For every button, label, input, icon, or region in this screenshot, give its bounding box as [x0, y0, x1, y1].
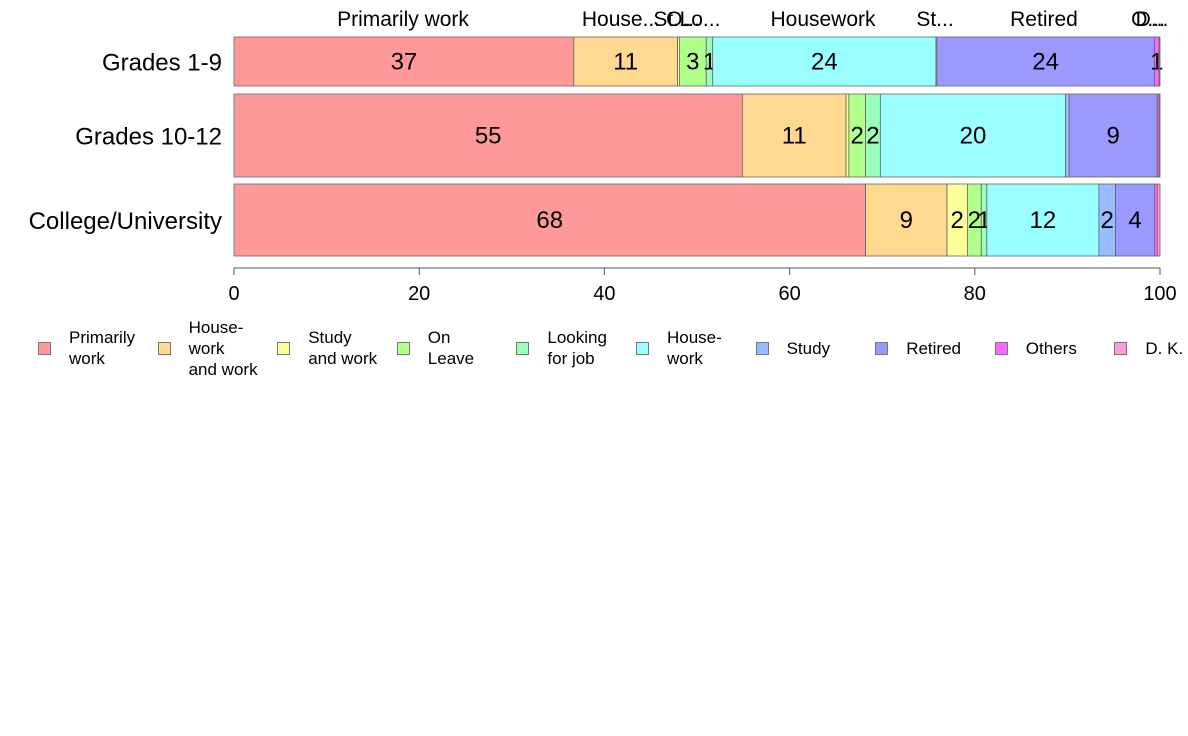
- data-label: 20: [960, 123, 987, 150]
- legend-swatch: [157, 342, 171, 355]
- data-label: 12: [1030, 207, 1057, 234]
- legend-swatch: [755, 342, 769, 355]
- top-segment-label: Primarily work: [337, 8, 469, 31]
- legend-label: On Leave: [427, 328, 475, 368]
- top-segment-label: O...: [1131, 8, 1165, 31]
- data-label: 37: [391, 49, 418, 76]
- top-segment-label: Lo...: [680, 8, 721, 31]
- data-label: 9: [1107, 123, 1120, 150]
- bar-segment: [1068, 93, 1158, 178]
- x-tick-label: 100: [1143, 283, 1176, 305]
- x-tick-label: 80: [964, 283, 986, 305]
- legend-swatch: [636, 342, 649, 355]
- x-tick-label: 40: [593, 283, 615, 305]
- data-label: 2: [866, 123, 879, 150]
- x-tick-label: 20: [408, 283, 430, 305]
- data-label: 2: [851, 123, 864, 150]
- bar-segment: [865, 183, 948, 257]
- legend-swatch: [38, 342, 51, 355]
- data-label: 9: [900, 207, 913, 234]
- x-tick-label: 0: [228, 283, 239, 305]
- legend-label: House- work and work: [188, 317, 258, 379]
- bar-segment: [1065, 93, 1070, 178]
- legend-swatch: [1114, 342, 1128, 355]
- bar-segment: [986, 183, 1100, 257]
- data-label: 2: [1101, 207, 1114, 234]
- bar-segment: [233, 93, 743, 178]
- bar-segment: [936, 36, 1155, 87]
- data-label: 68: [536, 207, 563, 234]
- category-label: Grades 1-9: [102, 50, 222, 77]
- bar-segment: [1115, 183, 1155, 257]
- top-segment-label: Retired: [1010, 8, 1078, 31]
- legend-label: Others: [1025, 338, 1077, 358]
- bar-segment: [1158, 93, 1161, 178]
- top-segment-label: Housework: [770, 8, 876, 31]
- top-segment-label: St...: [653, 8, 690, 31]
- legend-label: Looking for job: [547, 328, 607, 368]
- data-label: 11: [613, 49, 638, 76]
- data-label: 1: [1150, 49, 1163, 76]
- bar-segment: [1156, 183, 1161, 257]
- legend-swatch: [994, 342, 1008, 355]
- legend-swatch: [277, 342, 291, 355]
- data-label: 24: [1032, 49, 1059, 76]
- data-label: 2: [951, 207, 964, 234]
- bar-segment: [712, 36, 937, 87]
- category-label: College/University: [29, 208, 222, 235]
- bar-segment: [233, 36, 575, 87]
- data-label: 2: [968, 207, 981, 234]
- top-segment-label: D...: [1136, 8, 1169, 31]
- legend-label: Study and work: [308, 328, 378, 368]
- data-label: 24: [811, 49, 838, 76]
- legend-label: Primarily work: [69, 328, 136, 368]
- data-label: 55: [475, 123, 502, 150]
- x-tick-label: 60: [778, 283, 800, 305]
- data-label: 3: [686, 49, 699, 76]
- legend-swatch: [875, 342, 889, 355]
- data-label: 4: [1128, 207, 1141, 234]
- category-label: Grades 10-12: [75, 124, 222, 151]
- data-label: 11: [782, 123, 807, 150]
- legend-label: D. K.: [1145, 338, 1184, 358]
- top-segment-label: House...: [582, 8, 660, 31]
- bar-segment: [879, 93, 1066, 178]
- bar-segment: [1158, 36, 1161, 87]
- top-segment-label: O...: [666, 8, 700, 31]
- bar-segment: [1154, 183, 1158, 257]
- bar-segment: [845, 93, 850, 178]
- chart-legend: Primarily work House- work and work Study …: [38, 318, 1188, 388]
- bar-segment: [233, 183, 866, 257]
- bar-segment: [573, 36, 678, 87]
- legend-label: Retired: [906, 338, 961, 358]
- legend-swatch: [396, 342, 410, 355]
- legend-label: Study: [786, 338, 831, 358]
- legend-swatch: [516, 342, 530, 355]
- legend-label: House- work: [667, 328, 722, 368]
- top-segment-label: St...: [916, 8, 953, 31]
